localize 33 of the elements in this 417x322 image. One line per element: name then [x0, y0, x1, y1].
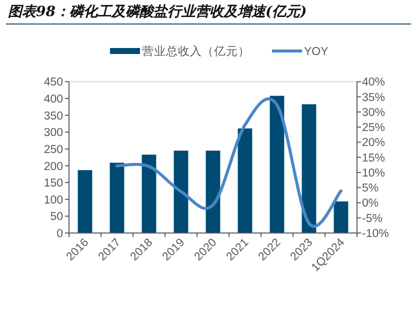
- bar: [302, 104, 316, 233]
- y-tick-label: 0: [56, 228, 63, 240]
- y-tick-label: 300: [44, 127, 63, 140]
- chart-title: 图表98：磷化工及磷酸盐行业营收及增速(亿元): [8, 4, 307, 20]
- y-tick-label: 250: [44, 144, 63, 156]
- y-tick-label: 150: [44, 178, 63, 190]
- y2-tick-label: 10%: [362, 167, 386, 180]
- bar: [78, 170, 92, 233]
- bar: [238, 128, 252, 233]
- y-tick-label: 100: [44, 194, 63, 206]
- bar: [206, 150, 220, 233]
- y2-tick-label: 35%: [362, 92, 386, 104]
- legend-label: YOY: [304, 46, 329, 58]
- y-tick-label: 50: [50, 211, 63, 224]
- y-tick-label: 450: [44, 76, 63, 89]
- legend-label: 营业总收入（亿元）: [142, 44, 250, 58]
- bar: [142, 154, 156, 233]
- bar: [270, 96, 284, 233]
- y-tick-label: 350: [44, 110, 63, 122]
- y2-tick-label: 0%: [362, 198, 379, 210]
- y2-tick-label: 40%: [362, 76, 386, 89]
- y-tick-label: 400: [44, 94, 63, 106]
- y2-tick-label: 5%: [362, 182, 379, 195]
- y2-tick-label: 20%: [362, 137, 386, 150]
- bar: [110, 162, 124, 233]
- y2-tick-label: 25%: [362, 122, 386, 134]
- bar: [334, 201, 348, 233]
- y2-tick-label: -5%: [362, 212, 382, 225]
- y2-tick-label: 30%: [362, 106, 386, 119]
- y2-tick-label: -10%: [362, 228, 389, 240]
- y-tick-label: 200: [44, 160, 63, 173]
- y2-tick-label: 15%: [362, 152, 386, 164]
- bar: [174, 150, 188, 233]
